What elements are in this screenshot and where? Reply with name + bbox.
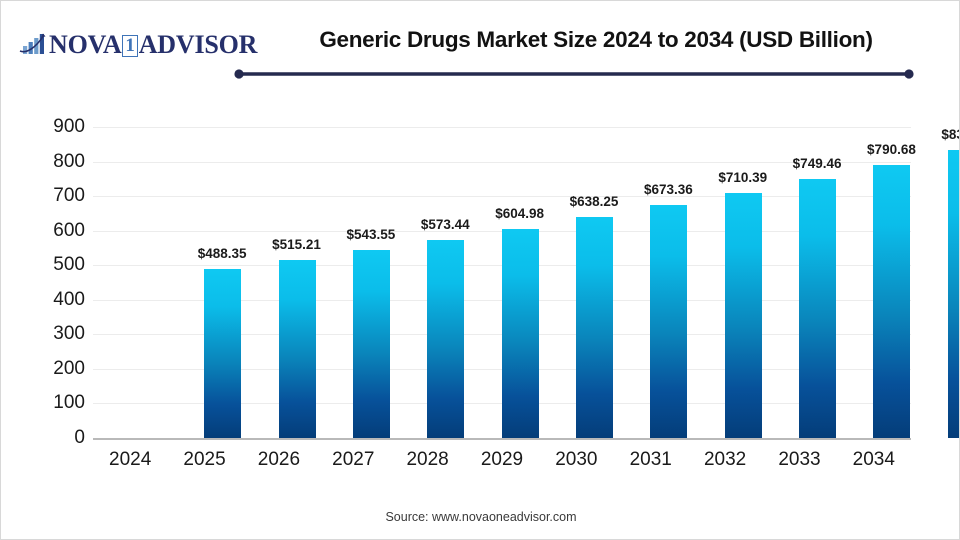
bar-slot: $834.17	[938, 127, 959, 438]
bar-slot: $710.39	[715, 127, 771, 438]
plot-area: $488.35 $515.21 $543.55 $573.44 $604.98 $638.…	[93, 127, 959, 439]
y-axis-tick-label: 300	[53, 323, 85, 345]
x-axis-tick-label: 2032	[703, 449, 747, 470]
x-axis-tick-label: 2034	[852, 449, 895, 470]
bar[interactable]	[799, 179, 837, 438]
y-axis-tick-label: 800	[53, 150, 85, 172]
gridline	[93, 127, 911, 128]
bar[interactable]	[724, 192, 762, 438]
x-axis-tick-label: 2027	[332, 449, 375, 470]
bar[interactable]	[427, 239, 465, 438]
x-axis-tick-label: 2029	[480, 449, 524, 470]
bar-slot: $749.46	[789, 127, 845, 438]
x-axis-baseline	[93, 438, 911, 440]
bar-value-label: $573.44	[420, 216, 470, 232]
chart-title: Generic Drugs Market Size 2024 to 2034 (…	[319, 27, 873, 52]
gridline	[93, 196, 911, 198]
x-axis-tick-label: 2030	[555, 449, 598, 470]
y-axis-tick-label: 600	[53, 219, 85, 241]
chart-header: NOVA 1 ADVISOR Generic Drugs Market Size 2…	[1, 1, 959, 93]
y-axis-tick-label: 900	[53, 116, 85, 137]
brand-name-part1: NOVA	[49, 30, 122, 59]
y-axis-tick-label: 200	[53, 357, 85, 379]
bar[interactable]	[873, 164, 911, 438]
bar[interactable]	[352, 250, 390, 438]
bar[interactable]	[947, 149, 959, 438]
bar-value-label: $790.68	[867, 141, 916, 157]
bar-slot: $638.25	[566, 127, 622, 438]
bar-value-label: $515.21	[272, 236, 321, 252]
bar[interactable]	[650, 205, 688, 438]
y-axis-tick-label: 0	[74, 427, 85, 448]
bar[interactable]	[278, 259, 316, 438]
y-axis-tick-label: 400	[53, 288, 85, 310]
bar-slot: $573.44	[417, 127, 473, 438]
x-axis-tick-label: 2033	[778, 449, 821, 470]
x-axis-tick-label: 2031	[629, 449, 672, 470]
brand-name-badge: 1	[122, 35, 138, 57]
bar-value-label: $710.39	[718, 169, 768, 185]
bar-slot: $604.98	[492, 127, 548, 438]
bar-chart-swoosh-icon	[19, 33, 46, 54]
bar-slot: $488.35	[194, 127, 250, 438]
bar-value-label: $604.98	[495, 205, 545, 221]
bar-value-label: $488.35	[197, 246, 247, 262]
bar-slot: $543.55	[343, 127, 399, 438]
title-divider-rule	[234, 69, 914, 79]
y-axis: 900 800 700 600 500 400 300 200 100 0	[21, 1, 85, 539]
x-axis-tick-label: 2028	[406, 449, 449, 470]
brand-logo-text: NOVA 1 ADVISOR	[49, 30, 257, 60]
bar-value-label: $673.36	[643, 182, 693, 198]
bar-slot: $790.68	[863, 127, 919, 438]
gridline	[93, 161, 911, 163]
bar-value-label: $834.17	[941, 126, 959, 142]
bar-slot: $515.21	[269, 127, 325, 438]
y-axis-tick-label: 100	[53, 392, 85, 414]
y-axis-tick-label: 500	[53, 254, 85, 276]
bar-value-label: $638.25	[569, 194, 619, 210]
x-axis-tick-label: 2026	[257, 449, 301, 470]
brand-logo: NOVA 1 ADVISOR	[19, 28, 257, 62]
bar-value-label: $749.46	[792, 156, 842, 172]
y-axis-tick-label: 700	[53, 185, 85, 207]
source-caption: Source: www.novaoneadvisor.com	[385, 510, 577, 524]
brand-name-part2: ADVISOR	[138, 30, 258, 59]
x-axis-tick-label: 2025	[183, 449, 226, 470]
bar[interactable]	[204, 269, 242, 438]
bar-value-label: $543.55	[346, 227, 396, 243]
x-axis-tick-label: 2024	[109, 449, 152, 470]
bar[interactable]	[576, 217, 613, 438]
bar[interactable]	[501, 228, 539, 438]
bar-slot: $673.36	[640, 127, 696, 438]
